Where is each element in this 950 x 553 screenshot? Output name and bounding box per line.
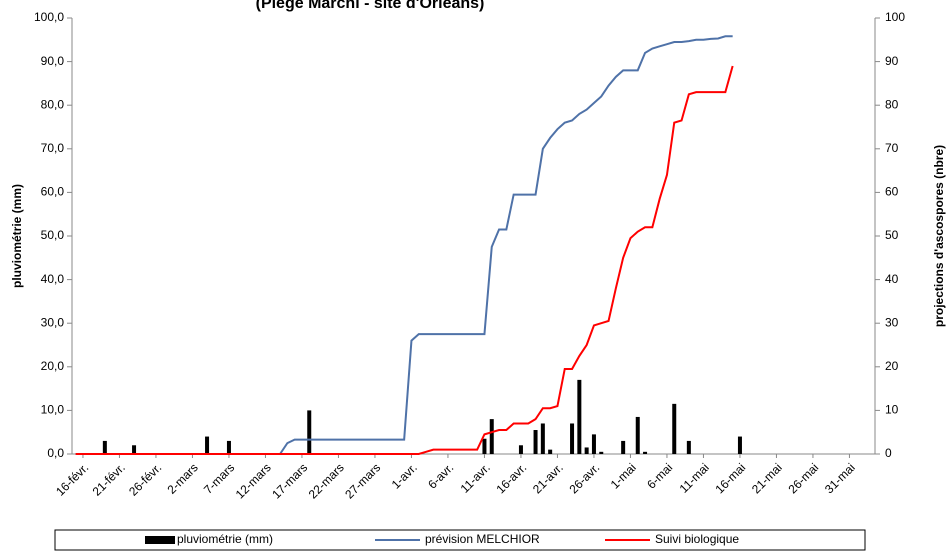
bar: [635, 416, 640, 454]
y-axis-label: pluviométrie (mm): [10, 184, 24, 288]
y-tick-label: 10,0: [41, 403, 65, 417]
x-tick-label: 21-avr.: [530, 460, 566, 496]
y-tick-label: 30,0: [41, 315, 65, 329]
x-tick-label: 17-mars: [269, 460, 310, 501]
bar: [672, 403, 677, 454]
x-tick-label: 2-mars: [165, 460, 201, 496]
x-tick-label: 16-févr.: [53, 460, 91, 498]
bar: [737, 436, 742, 454]
y2-tick-label: 40: [885, 272, 899, 286]
y-tick-label: 50,0: [41, 228, 65, 242]
line: [75, 65, 734, 455]
y2-tick-label: 70: [885, 141, 899, 155]
bar: [540, 423, 545, 454]
bar: [643, 451, 648, 454]
y-tick-label: 70,0: [41, 141, 65, 155]
legend-label: Suivi biologique: [655, 532, 739, 546]
bar: [548, 449, 553, 454]
x-tick-label: 1-avr.: [389, 460, 420, 491]
x-tick-label: 12-mars: [233, 460, 274, 501]
y2-tick-label: 20: [885, 359, 899, 373]
y-tick-label: 20,0: [41, 359, 65, 373]
y2-tick-label: 0: [885, 446, 892, 460]
bar: [205, 436, 210, 454]
x-tick-label: 26-avr.: [566, 460, 602, 496]
y-tick-label: 100,0: [34, 10, 64, 24]
bar: [570, 423, 575, 454]
y2-axis-label: projections d'ascospores (nbre): [932, 145, 946, 327]
x-tick-label: 1-mai: [608, 460, 639, 491]
bar: [577, 379, 582, 454]
bar: [307, 410, 312, 454]
bar: [591, 434, 596, 454]
bar: [489, 419, 494, 454]
bar: [482, 438, 487, 454]
y-tick-label: 60,0: [41, 185, 65, 199]
x-tick-label: 21-mai: [749, 460, 785, 496]
bar: [132, 445, 137, 454]
bar: [533, 430, 538, 454]
y-tick-label: 0,0: [47, 446, 64, 460]
bar: [102, 440, 107, 454]
bar: [518, 445, 523, 454]
x-tick-label: 16-avr.: [493, 460, 529, 496]
x-tick-label: 6-mai: [644, 460, 675, 491]
y2-tick-label: 90: [885, 54, 899, 68]
x-tick-label: 16-mai: [712, 460, 748, 496]
line: [75, 35, 733, 455]
x-tick-label: 21-févr.: [90, 460, 128, 498]
x-tick-label: 11-avr.: [458, 460, 493, 495]
x-tick-label: 11-mai: [677, 460, 712, 495]
bar: [226, 440, 231, 454]
y2-tick-label: 80: [885, 97, 899, 111]
bar: [686, 440, 691, 454]
legend-label: prévision MELCHIOR: [425, 532, 540, 546]
x-tick-label: 26-mai: [785, 460, 821, 496]
x-tick-label: 6-avr.: [425, 460, 456, 491]
y-tick-label: 80,0: [41, 97, 65, 111]
bar: [621, 440, 626, 454]
bar: [599, 451, 604, 454]
y2-tick-label: 30: [885, 315, 899, 329]
x-tick-label: 26-févr.: [126, 460, 164, 498]
y2-tick-label: 50: [885, 228, 899, 242]
x-tick-label: 27-mars: [342, 460, 383, 501]
x-tick-label: 31-mai: [822, 460, 858, 496]
bar: [584, 447, 589, 454]
y2-tick-label: 10: [885, 403, 899, 417]
legend-swatch: [145, 536, 175, 544]
y-tick-label: 90,0: [41, 54, 65, 68]
legend-label: pluviométrie (mm): [177, 532, 273, 546]
y2-tick-label: 100: [885, 10, 905, 24]
chart-title: (Piège Marchi - site d'Orléans): [256, 0, 485, 12]
x-tick-label: 22-mars: [306, 460, 347, 501]
y2-tick-label: 60: [885, 185, 899, 199]
legend-box: [54, 529, 866, 551]
y-tick-label: 40,0: [41, 272, 65, 286]
